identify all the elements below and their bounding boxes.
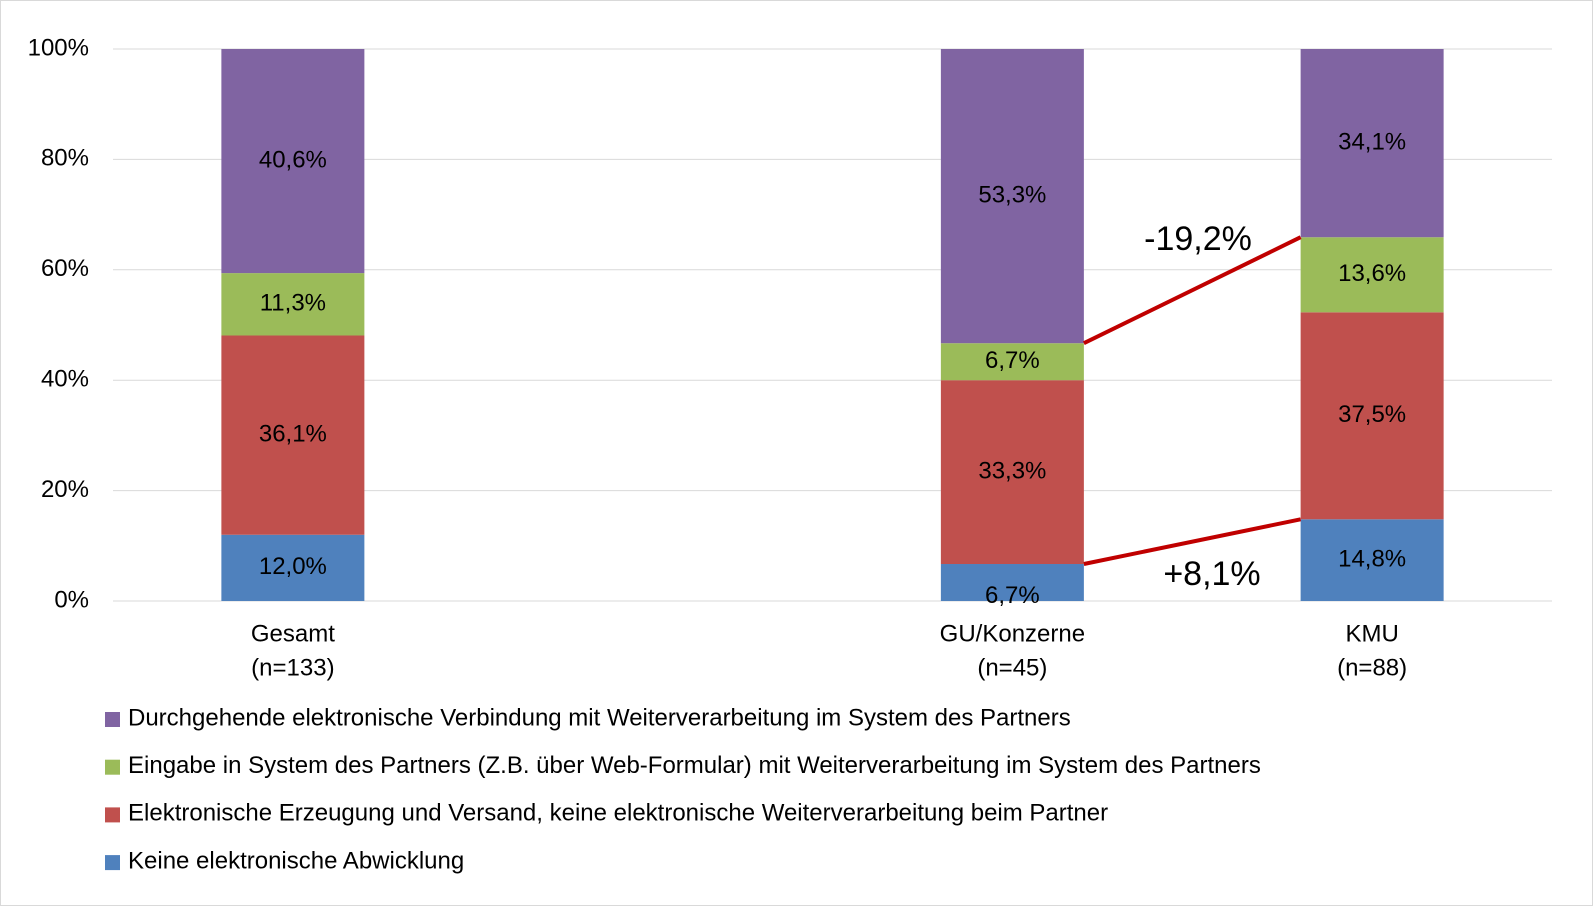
legend-swatch [105, 807, 120, 823]
legend-label: Keine elektronische Abwicklung [128, 847, 464, 874]
annotation: +8,1% [1163, 555, 1260, 593]
data-label: 34,1% [1338, 128, 1406, 155]
legend-swatch [105, 712, 120, 727]
y-tick-label: 20% [41, 476, 89, 503]
bar-segment [940, 380, 1084, 565]
x-tick-label: (n=133) [251, 654, 334, 681]
bar-segment [940, 564, 1084, 601]
data-label: 12,0% [259, 553, 327, 580]
x-tick-label: (n=88) [1337, 654, 1407, 681]
bar-segment [1300, 312, 1444, 520]
bar-segment [221, 273, 365, 336]
bar-segment [940, 343, 1084, 381]
bar-segment [221, 49, 365, 274]
legend-swatch [105, 759, 120, 775]
bar-segment [221, 534, 365, 601]
y-tick-label: 100% [28, 34, 89, 61]
legend-label: Elektronische Erzeugung und Versand, kei… [128, 800, 1108, 827]
x-tick-label: GU/Konzerne [940, 620, 1085, 647]
y-tick-label: 40% [41, 366, 89, 393]
data-label: 53,3% [978, 181, 1046, 208]
annotation: -19,2% [1144, 220, 1252, 258]
data-label: 37,5% [1338, 401, 1406, 428]
bar-segment [221, 335, 365, 535]
y-tick-label: 0% [54, 586, 89, 613]
data-label: 13,6% [1338, 260, 1406, 287]
data-label: 33,3% [978, 457, 1046, 484]
bar-segment [1300, 237, 1444, 313]
legend-swatch [105, 855, 120, 871]
legend-label: Durchgehende elektronische Verbindung mi… [128, 704, 1071, 731]
x-tick-label: (n=45) [977, 654, 1047, 681]
bar-segment [1300, 49, 1444, 238]
annotation-line [1082, 235, 1302, 346]
y-tick-label: 80% [41, 145, 89, 172]
data-label: 6,7% [985, 582, 1040, 609]
x-tick-label: Gesamt [251, 620, 335, 647]
data-label: 36,1% [259, 420, 327, 447]
y-tick-label: 60% [41, 255, 89, 282]
bar-segment [1300, 519, 1444, 601]
data-label: 14,8% [1338, 545, 1406, 572]
data-label: 11,3% [260, 290, 326, 317]
data-label: 6,7% [985, 347, 1040, 374]
legend-label: Eingabe in System des Partners (Z.B. übe… [128, 752, 1261, 779]
x-tick-label: KMU [1345, 620, 1398, 647]
bar-segment [940, 49, 1084, 344]
data-label: 40,6% [259, 146, 327, 173]
annotation-line [1083, 517, 1302, 566]
